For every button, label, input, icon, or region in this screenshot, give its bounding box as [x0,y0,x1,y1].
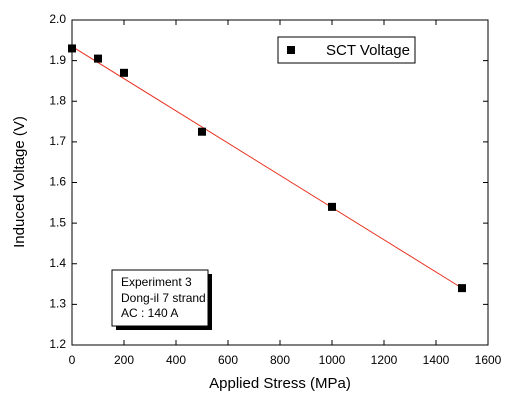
x-tick-label: 400 [166,353,186,367]
annotation-box [111,269,209,327]
point [458,284,466,293]
y-tick-label: 1.3 [49,297,66,311]
point [120,68,128,77]
y-tick-label: 1.6 [49,175,66,189]
x-tick-label: 600 [218,353,238,367]
point [198,127,206,136]
x-axis-label: Applied Stress (MPa) [209,375,351,392]
x-tick-label: 1400 [423,353,450,367]
x-tick-label: 0 [69,353,76,367]
legend-marker [287,46,295,54]
x-tick-label: 800 [270,353,290,367]
y-tick-label: 1.4 [49,256,66,270]
legend [277,36,416,64]
x-tick-label: 1200 [371,353,398,367]
x-tick-label: 1000 [319,353,346,367]
y-tick-label: 1.9 [49,53,66,67]
y-tick-label: 1.8 [49,93,66,107]
point [94,54,102,63]
annotation-text: Experiment 3 [121,275,192,289]
annotation-text: Dong-il 7 strand [121,291,206,305]
y-tick-label: 2.0 [49,12,66,26]
x-tick-label: 1600 [475,353,502,367]
annotation-text: AC : 140 A [121,306,178,320]
fit-line [71,45,463,289]
y-axis-label: Induced Voltage (V) [11,116,28,248]
y-tick-label: 1.5 [49,215,66,229]
legend-label: SCT Voltage [326,42,410,59]
x-tick-label: 200 [114,353,134,367]
point [68,44,76,53]
point [328,202,336,211]
y-tick-label: 1.2 [49,337,66,351]
y-tick-label: 1.7 [49,134,66,148]
